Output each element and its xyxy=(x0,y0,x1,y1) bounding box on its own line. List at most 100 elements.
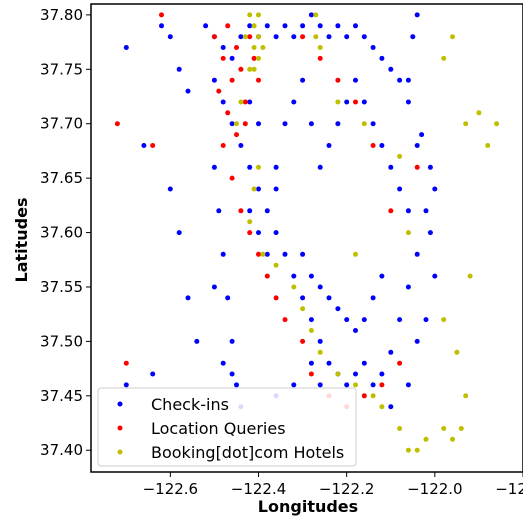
point-series-0-15 xyxy=(335,23,341,29)
point-series-0-9 xyxy=(282,23,288,29)
point-series-2-37 xyxy=(463,393,469,399)
point-series-0-115 xyxy=(273,164,279,170)
point-series-2-18 xyxy=(260,251,266,257)
point-series-0-59 xyxy=(419,132,425,138)
y-tick-label-4: 37.60 xyxy=(40,224,83,242)
point-series-1-28 xyxy=(397,360,403,366)
point-series-1-26 xyxy=(361,393,367,399)
point-series-2-24 xyxy=(335,371,341,377)
point-series-2-20 xyxy=(291,284,297,290)
point-series-0-96 xyxy=(291,382,297,388)
point-series-0-25 xyxy=(220,99,226,105)
point-series-2-17 xyxy=(247,219,253,225)
point-series-0-93 xyxy=(220,360,226,366)
point-series-0-38 xyxy=(256,230,261,236)
point-series-1-21 xyxy=(282,317,288,323)
point-series-0-85 xyxy=(141,143,147,148)
point-series-2-44 xyxy=(467,273,473,279)
point-series-2-5 xyxy=(247,66,253,72)
point-series-0-27 xyxy=(238,143,244,148)
point-series-0-66 xyxy=(379,143,385,148)
point-series-0-91 xyxy=(123,382,129,388)
point-series-2-47 xyxy=(335,99,341,105)
y-axis-ticks: 37.40 37.45 37.50 37.55 37.60 37.65 37.70 37.75… xyxy=(40,6,91,459)
point-series-0-76 xyxy=(353,328,358,333)
point-series-2-10 xyxy=(313,12,319,18)
point-series-1-17 xyxy=(247,230,253,236)
point-series-2-49 xyxy=(353,251,358,257)
point-series-1-18 xyxy=(256,251,261,257)
point-series-1-3 xyxy=(229,77,235,83)
point-series-0-4 xyxy=(238,34,244,40)
point-series-0-81 xyxy=(167,34,173,40)
point-series-0-42 xyxy=(291,273,297,279)
point-series-2-0 xyxy=(247,12,253,18)
point-series-0-28 xyxy=(247,164,253,170)
point-series-0-35 xyxy=(234,382,239,388)
point-series-2-19 xyxy=(273,262,279,268)
x-tick-label-4: −121.8 xyxy=(495,480,523,498)
y-tick-label-2: 37.50 xyxy=(40,332,83,350)
point-series-0-46 xyxy=(326,360,332,366)
point-series-0-68 xyxy=(397,186,403,192)
point-series-2-2 xyxy=(256,34,261,40)
point-series-0-18 xyxy=(361,34,367,40)
point-series-0-102 xyxy=(423,317,429,323)
point-series-0-16 xyxy=(344,34,350,40)
point-series-0-33 xyxy=(225,295,231,301)
point-series-1-20 xyxy=(273,295,279,301)
point-series-0-57 xyxy=(423,208,429,214)
legend-label-location-queries: Location Queries xyxy=(151,419,286,438)
point-series-0-43 xyxy=(300,295,306,301)
legend: Check-ins Location Queries Booking[dot]c… xyxy=(97,387,357,467)
point-series-0-62 xyxy=(344,99,350,105)
point-series-0-60 xyxy=(335,121,341,127)
point-series-2-27 xyxy=(379,404,385,410)
legend-label-check-ins: Check-ins xyxy=(151,395,229,414)
point-series-1-37 xyxy=(123,360,129,366)
point-series-2-40 xyxy=(463,121,469,127)
point-series-2-8 xyxy=(242,34,248,40)
point-series-0-97 xyxy=(308,360,314,366)
point-series-0-98 xyxy=(317,382,323,388)
points-layer xyxy=(114,12,500,453)
point-series-2-38 xyxy=(450,34,455,40)
point-series-2-35 xyxy=(441,317,447,323)
point-series-0-92 xyxy=(211,284,217,290)
point-series-0-24 xyxy=(211,77,217,83)
point-series-0-117 xyxy=(273,186,279,192)
point-series-2-25 xyxy=(353,382,358,388)
point-series-0-19 xyxy=(370,45,376,50)
y-tick-label-0: 37.40 xyxy=(40,441,83,459)
point-series-1-16 xyxy=(238,208,244,214)
legend-label-booking-hotels: Booking[dot]com Hotels xyxy=(151,443,344,462)
point-series-0-49 xyxy=(353,371,358,377)
point-series-0-64 xyxy=(361,99,367,105)
point-series-0-41 xyxy=(282,251,288,257)
point-series-0-78 xyxy=(370,295,376,301)
point-series-0-74 xyxy=(335,306,341,312)
point-series-2-14 xyxy=(234,121,239,127)
point-series-1-8 xyxy=(251,55,257,61)
point-series-2-13 xyxy=(238,99,244,105)
point-series-0-5 xyxy=(247,23,253,29)
point-series-0-118 xyxy=(256,121,261,127)
point-series-0-45 xyxy=(317,338,323,344)
point-series-0-21 xyxy=(388,66,394,72)
point-series-0-114 xyxy=(317,164,323,170)
point-series-0-40 xyxy=(273,230,279,236)
point-series-0-48 xyxy=(344,382,350,388)
point-series-2-22 xyxy=(308,328,314,333)
point-series-0-101 xyxy=(414,338,420,344)
point-series-2-6 xyxy=(260,45,266,50)
point-series-1-34 xyxy=(370,143,376,148)
point-series-2-21 xyxy=(300,306,306,312)
point-series-0-34 xyxy=(229,338,235,344)
point-series-1-23 xyxy=(308,371,314,377)
point-series-1-6 xyxy=(242,99,248,105)
point-series-0-56 xyxy=(414,251,420,257)
point-series-0-86 xyxy=(167,186,173,192)
y-tick-label-8: 37.80 xyxy=(40,6,83,24)
point-series-2-46 xyxy=(361,121,367,127)
point-series-2-41 xyxy=(476,110,482,116)
